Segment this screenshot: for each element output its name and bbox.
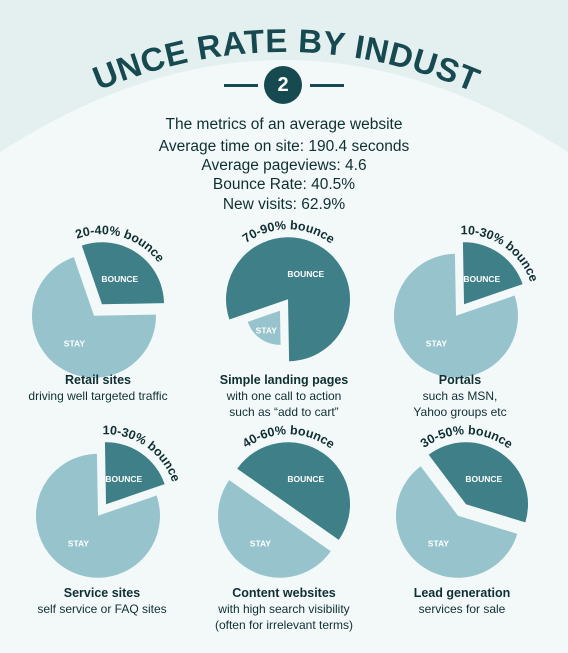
bounce-slice-label: BOUNCE [105, 474, 142, 484]
bounce-slice [428, 442, 529, 523]
metric-bounce-rate: Bounce Rate: 40.5% [212, 176, 356, 193]
metric-new-visits: New visits: 62.9% [222, 196, 346, 213]
stay-slice-label: STAY [250, 539, 272, 549]
chart-description: with high search visibility [218, 602, 350, 616]
chart-name: Content websites [232, 586, 336, 600]
badge-left-line [224, 84, 258, 87]
metric-pageviews: Average pageviews: 4.6 [201, 157, 367, 174]
stay-slice-label: STAY [68, 539, 90, 549]
stay-slice [218, 480, 331, 578]
bounce-slice [226, 237, 351, 362]
chart-caption-3: Portals such as MSN, Yahoo groups etc [365, 372, 555, 420]
bounce-slice [237, 442, 351, 540]
section-number-badge: 2 [264, 66, 302, 104]
chart-caption-6: Lead generation services for sale [367, 585, 557, 617]
chart-description: Yahoo groups etc [413, 405, 507, 419]
bounce-slice-label: BOUNCE [463, 274, 500, 284]
stay-slice [247, 310, 281, 345]
bounce-slice-label: BOUNCE [287, 474, 324, 484]
bounce-slice [81, 242, 165, 305]
stay-slice-label: STAY [426, 339, 448, 349]
bounce-slice-label: BOUNCE [465, 474, 502, 484]
bounce-slice [104, 442, 165, 505]
chart-description: services for sale [418, 602, 506, 616]
chart-description: (often for irrelevant terms) [214, 618, 354, 632]
chart-caption-1: Retail sites driving well targeted traffi… [3, 372, 193, 404]
chart-name: Service sites [63, 586, 141, 600]
chart-name: Lead generation [413, 586, 511, 600]
stay-slice [393, 253, 518, 378]
stay-slice [395, 466, 518, 578]
chart-caption-5: Content websites with high search visibil… [189, 585, 379, 633]
chart-name: Retail sites [64, 373, 131, 387]
stay-slice-label: STAY [256, 325, 278, 335]
badge-right-line [310, 84, 344, 87]
metrics-heading: The metrics of an average website [165, 116, 403, 133]
chart-description: such as “add to cart” [229, 405, 339, 419]
metric-time-on-site: Average time on site: 190.4 seconds [158, 138, 410, 155]
bounce-slice-label: BOUNCE [287, 269, 324, 279]
chart-description: self service or FAQ sites [37, 602, 167, 616]
chart-name: Simple landing pages [219, 373, 349, 387]
chart-name: Portals [438, 373, 482, 387]
page-title-graphic: BOUNCE RATE BY INDUSTRY [0, 0, 485, 99]
stay-slice-label: STAY [64, 339, 86, 349]
stay-slice [31, 257, 156, 378]
chart-description: driving well targeted traffic [28, 389, 168, 403]
stay-slice [35, 453, 160, 578]
stay-slice-label: STAY [428, 539, 450, 549]
chart-description: such as MSN, [422, 389, 498, 403]
chart-description: with one call to action [226, 389, 342, 403]
chart-caption-2: Simple landing pages with one call to act… [189, 372, 379, 420]
bounce-slice-label: BOUNCE [101, 274, 138, 284]
chart-caption-4: Service sites self service or FAQ sites [7, 585, 197, 617]
bounce-slice [462, 242, 523, 305]
